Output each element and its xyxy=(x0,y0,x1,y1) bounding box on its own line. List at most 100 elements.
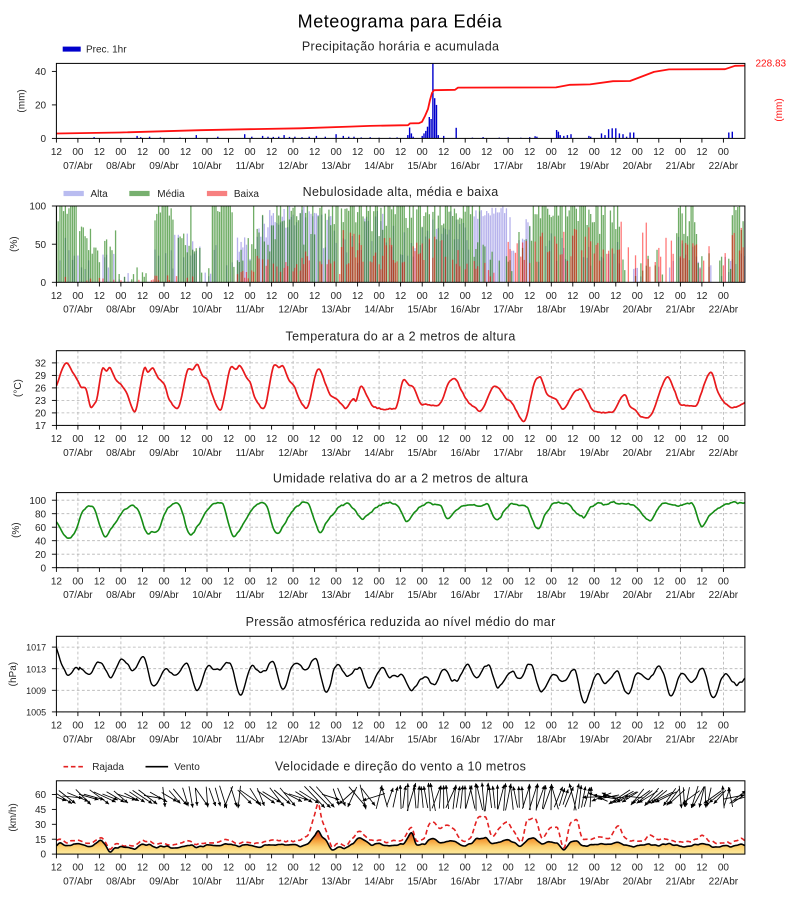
svg-text:10/Abr: 10/Abr xyxy=(192,305,222,316)
svg-text:(km/h): (km/h) xyxy=(8,803,19,831)
svg-text:12: 12 xyxy=(481,434,493,445)
svg-text:00: 00 xyxy=(632,721,644,732)
svg-text:15/Abr: 15/Abr xyxy=(407,590,437,601)
svg-text:12: 12 xyxy=(395,576,407,587)
svg-text:Alta: Alta xyxy=(91,189,109,200)
svg-text:00: 00 xyxy=(72,434,84,445)
svg-text:18/Abr: 18/Abr xyxy=(537,877,567,888)
svg-text:29: 29 xyxy=(35,371,47,382)
svg-text:40: 40 xyxy=(35,67,47,78)
svg-text:12: 12 xyxy=(524,721,536,732)
svg-text:16/Abr: 16/Abr xyxy=(450,448,480,459)
svg-text:12/Abr: 12/Abr xyxy=(278,448,308,459)
svg-text:08/Abr: 08/Abr xyxy=(106,448,136,459)
svg-text:09/Abr: 09/Abr xyxy=(149,590,179,601)
svg-text:Rajada: Rajada xyxy=(92,762,124,773)
svg-text:00: 00 xyxy=(201,863,213,874)
svg-text:00: 00 xyxy=(546,721,558,732)
svg-text:12: 12 xyxy=(653,576,665,587)
svg-text:20/Abr: 20/Abr xyxy=(623,448,653,459)
svg-text:20/Abr: 20/Abr xyxy=(623,734,653,745)
svg-text:12: 12 xyxy=(395,863,407,874)
svg-text:11/Abr: 11/Abr xyxy=(236,161,265,172)
svg-text:00: 00 xyxy=(460,721,472,732)
svg-text:00: 00 xyxy=(546,576,558,587)
svg-text:12: 12 xyxy=(438,576,450,587)
svg-text:22/Abr: 22/Abr xyxy=(709,448,739,459)
svg-text:08/Abr: 08/Abr xyxy=(106,590,136,601)
svg-text:14/Abr: 14/Abr xyxy=(364,590,394,601)
svg-text:12: 12 xyxy=(696,863,708,874)
svg-text:12: 12 xyxy=(481,721,493,732)
svg-text:Velocidade e direção do vento: Velocidade e direção do vento a 10 metro… xyxy=(275,760,526,774)
svg-text:12: 12 xyxy=(610,291,622,302)
svg-text:08/Abr: 08/Abr xyxy=(106,161,136,172)
svg-text:21/Abr: 21/Abr xyxy=(666,305,696,316)
svg-text:12: 12 xyxy=(438,147,450,158)
svg-text:00: 00 xyxy=(632,291,644,302)
svg-text:12: 12 xyxy=(567,291,579,302)
svg-text:00: 00 xyxy=(201,291,213,302)
svg-text:12/Abr: 12/Abr xyxy=(278,877,308,888)
svg-text:00: 00 xyxy=(115,576,127,587)
svg-text:12: 12 xyxy=(567,576,579,587)
svg-text:17/Abr: 17/Abr xyxy=(493,590,523,601)
svg-text:00: 00 xyxy=(72,147,84,158)
svg-text:22/Abr: 22/Abr xyxy=(709,734,739,745)
svg-text:00: 00 xyxy=(288,721,300,732)
svg-text:00: 00 xyxy=(244,721,256,732)
svg-text:00: 00 xyxy=(632,147,644,158)
svg-text:11/Abr: 11/Abr xyxy=(236,877,265,888)
svg-text:10/Abr: 10/Abr xyxy=(192,877,222,888)
svg-text:00: 00 xyxy=(158,434,170,445)
svg-text:11/Abr: 11/Abr xyxy=(236,590,265,601)
svg-text:00: 00 xyxy=(72,291,84,302)
svg-text:15/Abr: 15/Abr xyxy=(407,161,437,172)
svg-text:00: 00 xyxy=(288,434,300,445)
svg-text:12: 12 xyxy=(266,147,278,158)
svg-text:07/Abr: 07/Abr xyxy=(63,161,93,172)
svg-text:19/Abr: 19/Abr xyxy=(580,448,610,459)
svg-text:12: 12 xyxy=(696,147,708,158)
svg-text:08/Abr: 08/Abr xyxy=(106,305,136,316)
svg-text:Meteograma para Edéia: Meteograma para Edéia xyxy=(298,12,503,32)
svg-text:00: 00 xyxy=(417,147,429,158)
svg-text:00: 00 xyxy=(460,863,472,874)
svg-text:16/Abr: 16/Abr xyxy=(450,734,480,745)
svg-text:10/Abr: 10/Abr xyxy=(192,448,222,459)
svg-text:00: 00 xyxy=(201,721,213,732)
svg-text:12: 12 xyxy=(137,721,149,732)
svg-text:10/Abr: 10/Abr xyxy=(192,161,222,172)
svg-text:00: 00 xyxy=(675,863,687,874)
svg-text:00: 00 xyxy=(417,721,429,732)
svg-text:00: 00 xyxy=(503,721,515,732)
svg-text:07/Abr: 07/Abr xyxy=(63,305,93,316)
svg-text:12: 12 xyxy=(223,721,235,732)
svg-text:00: 00 xyxy=(632,863,644,874)
svg-text:00: 00 xyxy=(288,863,300,874)
svg-text:13/Abr: 13/Abr xyxy=(321,161,351,172)
svg-text:09/Abr: 09/Abr xyxy=(149,734,179,745)
svg-text:Pressão atmosférica reduzida a: Pressão atmosférica reduzida ao nível mé… xyxy=(246,615,556,629)
svg-text:12: 12 xyxy=(610,863,622,874)
svg-text:12: 12 xyxy=(524,863,536,874)
svg-text:08/Abr: 08/Abr xyxy=(106,877,136,888)
svg-text:12: 12 xyxy=(696,721,708,732)
svg-text:13/Abr: 13/Abr xyxy=(321,305,351,316)
svg-text:00: 00 xyxy=(718,576,730,587)
svg-text:12: 12 xyxy=(51,291,63,302)
svg-text:(mm): (mm) xyxy=(774,98,785,121)
svg-text:20/Abr: 20/Abr xyxy=(623,877,653,888)
svg-text:12: 12 xyxy=(309,576,321,587)
svg-text:00: 00 xyxy=(718,434,730,445)
svg-text:12: 12 xyxy=(696,291,708,302)
svg-text:(%): (%) xyxy=(9,236,20,252)
svg-text:12: 12 xyxy=(653,721,665,732)
svg-text:80: 80 xyxy=(35,509,47,520)
svg-text:00: 00 xyxy=(331,576,343,587)
svg-text:13/Abr: 13/Abr xyxy=(321,877,351,888)
svg-text:00: 00 xyxy=(158,863,170,874)
svg-text:12: 12 xyxy=(395,291,407,302)
svg-text:13/Abr: 13/Abr xyxy=(321,590,351,601)
svg-text:00: 00 xyxy=(244,147,256,158)
